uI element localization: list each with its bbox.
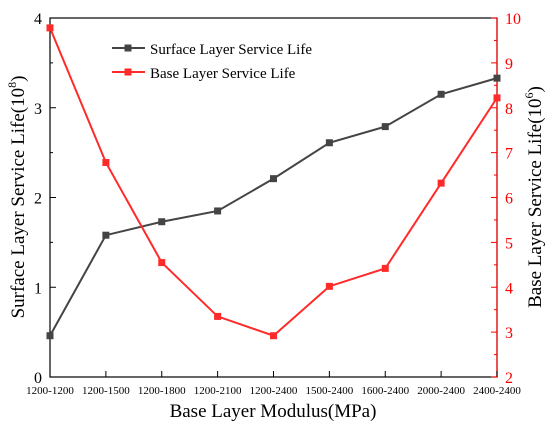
legend-label-surface: Surface Layer Service Life [150, 42, 312, 58]
x-tick-label: 1200-1800 [138, 385, 186, 397]
data-point-surface [493, 74, 501, 82]
data-point-base [102, 158, 110, 166]
legend-marker-surface [124, 44, 132, 52]
y-right-tick-label: 5 [505, 235, 513, 252]
data-point-base [46, 24, 54, 32]
data-point-surface [381, 123, 389, 131]
data-point-base [437, 179, 445, 187]
x-tick-label: 2400-2400 [473, 385, 521, 397]
data-point-base [158, 259, 166, 267]
y-right-tick-label: 8 [505, 101, 513, 118]
x-axis-ticks: 1200-1200 1200-1500 1200-1800 1200-2100 1200… [26, 371, 521, 397]
data-point-surface [214, 207, 222, 215]
x-axis-title: Base Layer Modulus(MPa) [170, 401, 377, 422]
y-right-tick-label: 3 [505, 325, 513, 342]
y-right-tick-label: 7 [505, 146, 513, 163]
series-layer [46, 24, 501, 340]
x-tick-label: 1200-1500 [82, 385, 130, 397]
legend: Surface Layer Service Life Base Layer Se… [112, 42, 312, 82]
y-left-title-end: ) [8, 76, 29, 82]
data-point-surface [102, 231, 110, 239]
y-left-axis-ticks: 0 1 2 3 4 [34, 11, 56, 387]
x-tick-label: 1200-2100 [194, 385, 242, 397]
data-point-surface [437, 90, 445, 98]
y-right-tick-label: 9 [505, 56, 513, 73]
data-point-base [325, 282, 333, 290]
x-tick-label: 2000-2400 [417, 385, 465, 397]
data-point-base [493, 94, 501, 102]
x-tick-label: 1500-2400 [306, 385, 354, 397]
y-left-title-exponent: 8 [5, 82, 19, 88]
data-point-base [270, 332, 277, 340]
y-left-title-base: Surface Layer Service Life(10 [8, 88, 29, 319]
y-right-tick-label: 2 [505, 370, 513, 387]
x-tick-label: 1200-2400 [250, 385, 298, 397]
y-left-axis-title: Surface Layer Service Life(108) [5, 76, 29, 319]
y-left-tick-label: 2 [34, 191, 42, 208]
y-left-tick-label: 3 [34, 101, 42, 118]
y-right-title-base: Base Layer Service Life(10 [525, 98, 546, 307]
data-point-surface [270, 175, 277, 183]
y-left-tick-label: 0 [34, 370, 42, 387]
x-tick-label: 1600-2400 [361, 385, 409, 397]
y-left-tick-label: 4 [34, 11, 42, 28]
legend-label-base: Base Layer Service Life [150, 66, 296, 82]
legend-marker-base [124, 68, 132, 76]
data-point-surface [46, 332, 54, 340]
y-right-tick-label: 4 [505, 280, 513, 297]
x-tick-label: 1200-1200 [26, 385, 74, 397]
data-point-surface [325, 139, 333, 147]
y-right-axis-ticks: 2 3 4 5 6 7 8 9 10 [491, 11, 521, 387]
y-right-title-exponent: 6 [522, 92, 536, 98]
y-right-tick-label: 6 [505, 191, 513, 208]
data-point-base [381, 264, 389, 272]
y-right-axis-title: Base Layer Service Life(106) [522, 86, 546, 308]
data-point-surface [158, 218, 166, 226]
y-right-tick-label: 10 [505, 11, 521, 28]
y-right-title-end: ) [525, 86, 546, 92]
data-point-base [214, 312, 222, 320]
y-left-tick-label: 1 [34, 280, 42, 297]
series-line-surface [49, 77, 498, 337]
